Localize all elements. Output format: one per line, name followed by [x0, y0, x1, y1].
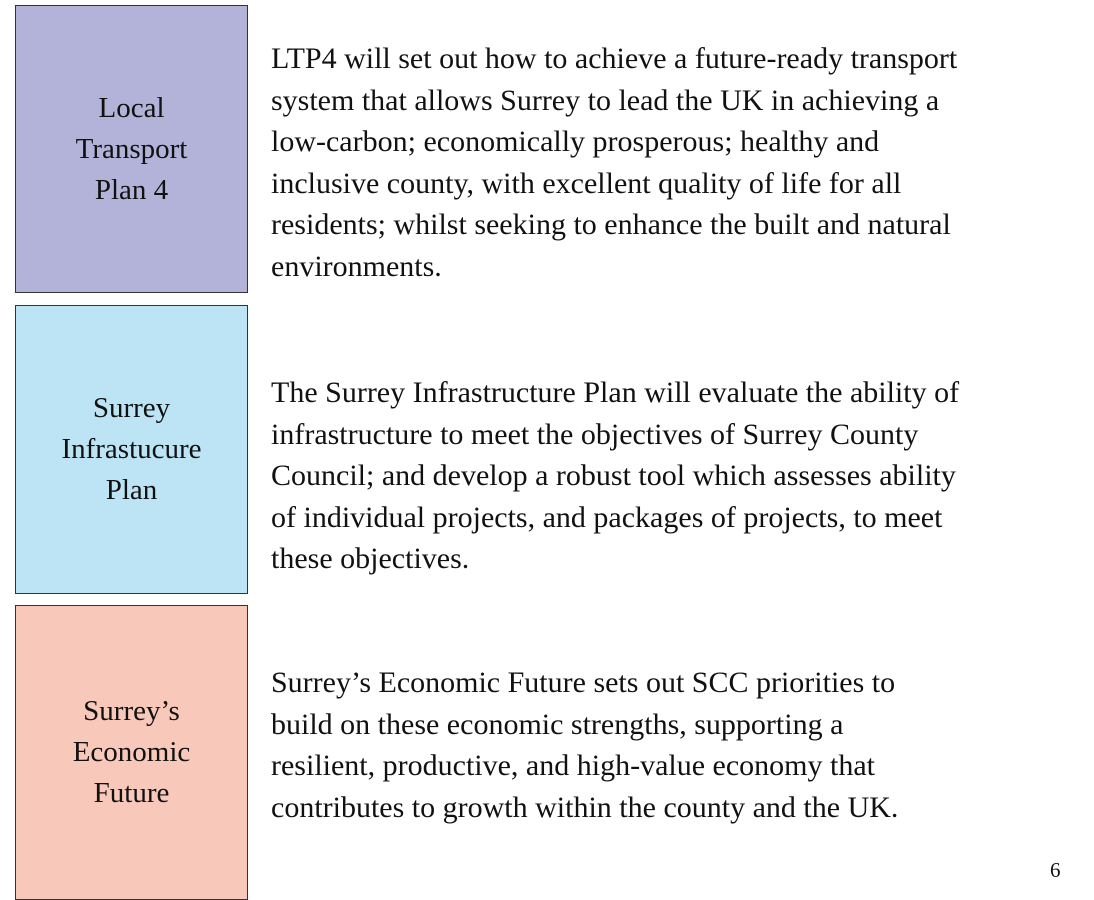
text-line: system that allows Surrey to lead the UK… — [271, 83, 940, 117]
label-line: Plan 4 — [94, 173, 169, 206]
text-line: contributes to growth within the county … — [271, 790, 899, 824]
label-line: Infrastucure — [61, 433, 202, 465]
text-line: of individual projects, and packages of … — [271, 500, 943, 534]
label-line: Surrey’s — [83, 695, 180, 727]
label-box: Surrey Infrastucure Plan — [15, 305, 248, 594]
label-line: Plan — [105, 474, 158, 506]
description: The Surrey Infrastructure Plan will eval… — [271, 372, 1086, 580]
text-line: these objectives. — [271, 542, 470, 575]
label-line: Future — [93, 777, 170, 809]
label-line: Local — [98, 91, 165, 124]
label-box: Local Transport Plan 4 — [15, 5, 248, 293]
text-line: The Surrey Infrastructure Plan will eval… — [271, 376, 960, 409]
description: LTP4 will set out how to achieve a futur… — [271, 38, 1086, 287]
text-line: LTP4 will set out how to achieve a futur… — [271, 42, 958, 75]
label-box: Surrey’s Economic Future — [15, 605, 248, 900]
text-line: resilient, productive, and high-value ec… — [271, 749, 875, 782]
text-line: Council; and develop a robust tool which… — [271, 459, 956, 492]
text-line: low-carbon; economically prosperous; hea… — [271, 125, 880, 158]
label-line: Surrey — [92, 392, 171, 424]
label-line: Transport — [75, 132, 188, 165]
description: Surrey’s Economic Future sets out SCC pr… — [271, 662, 1086, 828]
text-line: infrastructure to meet the objectives of… — [271, 417, 919, 451]
text-line: Surrey’s Economic Future sets out SCC pr… — [271, 666, 896, 699]
text-line: inclusive county, with excellent quality… — [271, 166, 902, 200]
text-line: residents; whilst seeking to enhance the… — [271, 208, 951, 241]
text-line: build on these economic strengths, suppo… — [271, 707, 844, 741]
label-line: Economic — [72, 736, 191, 768]
text-line: environments. — [271, 249, 442, 283]
page-number: 6 — [1050, 858, 1061, 882]
